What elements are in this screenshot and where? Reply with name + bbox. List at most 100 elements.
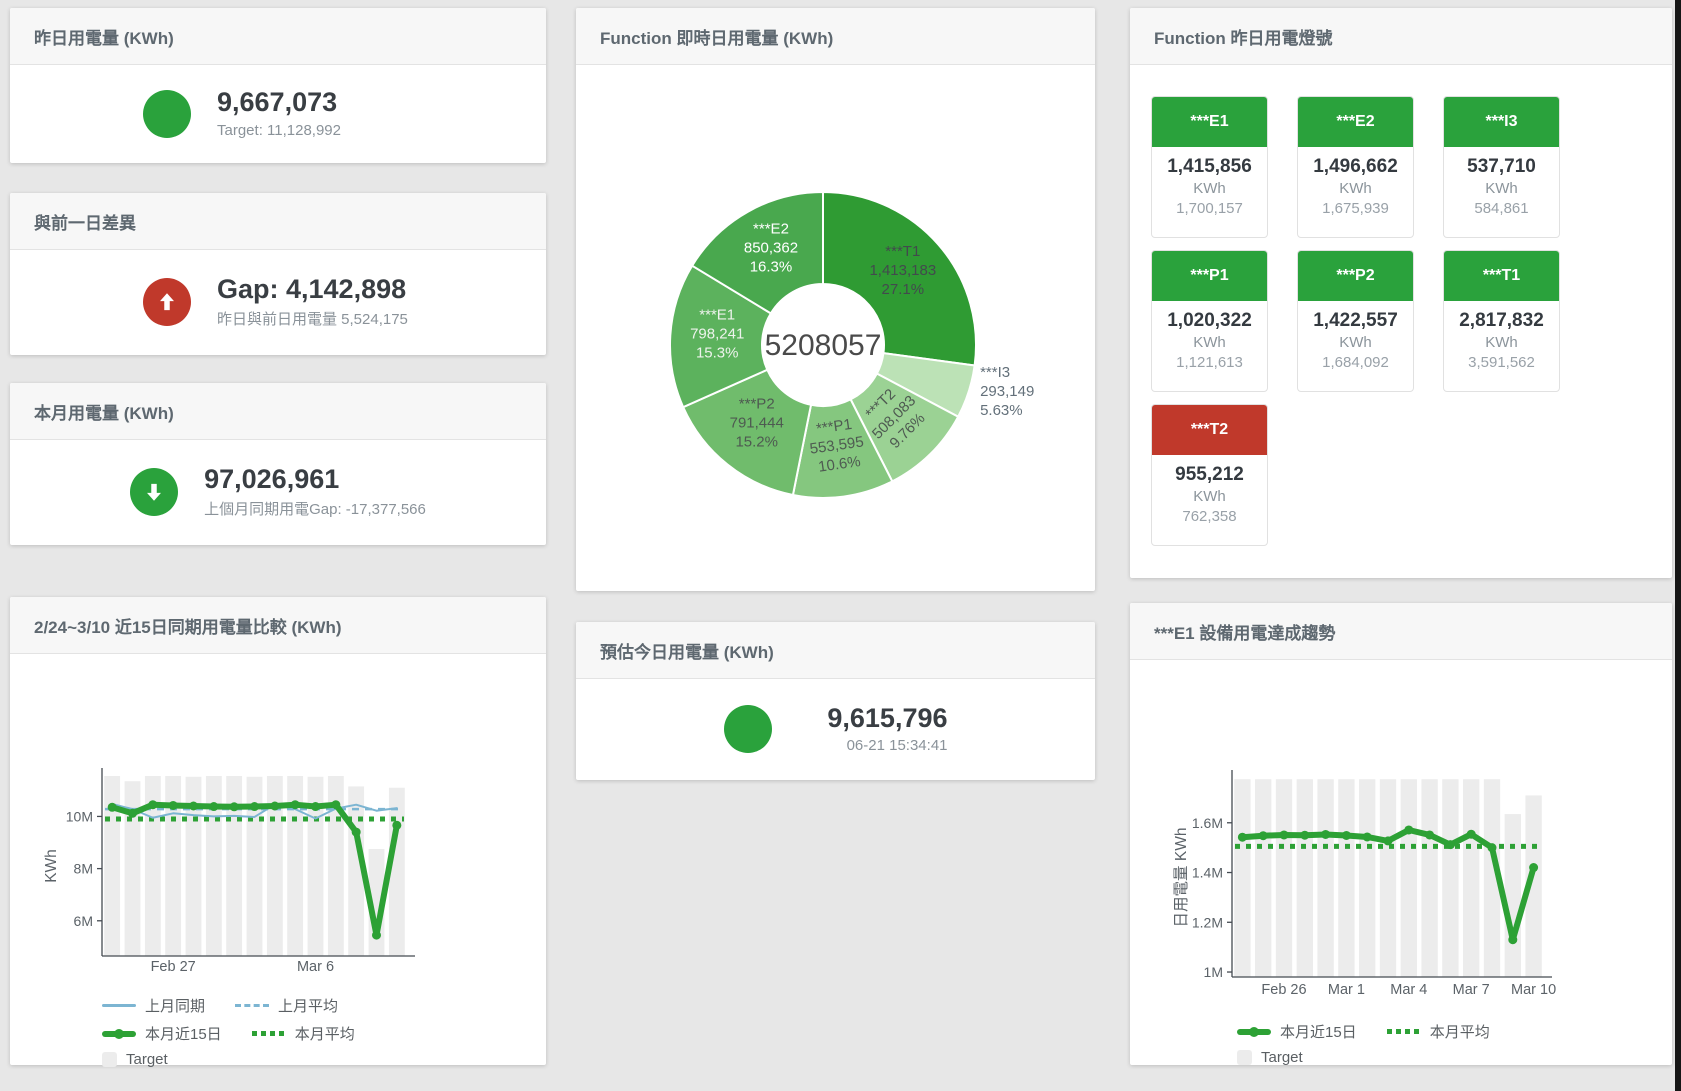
series-point[interactable]: [250, 802, 259, 812]
series-point[interactable]: [229, 802, 239, 812]
card-title-donut: Function 即時日用電量 (KWh): [576, 8, 1095, 65]
legend-label: 本月近15日: [145, 1026, 222, 1043]
device-tile-status-header: ***P2: [1298, 251, 1413, 301]
target-bar: [165, 776, 182, 956]
target-bar: [1317, 779, 1334, 977]
month-usage-value: 97,026,961: [204, 463, 340, 494]
series-point[interactable]: [1237, 832, 1247, 842]
series-point[interactable]: [1487, 843, 1497, 853]
day-gap-value: Gap: 4,142,898: [217, 273, 407, 304]
target-bar: [185, 776, 202, 956]
target-bar: [307, 776, 324, 956]
legend-item[interactable]: 本月近15日: [1237, 1021, 1357, 1042]
series-point[interactable]: [1300, 830, 1310, 840]
series-point[interactable]: [107, 802, 117, 812]
legend-label: 本月平均: [1429, 1024, 1490, 1041]
legend-item[interactable]: 上月平均: [235, 995, 338, 1016]
series-point[interactable]: [392, 820, 402, 830]
series-point[interactable]: [128, 808, 137, 818]
card-month-usage: 本月用電量 (KWh) 97,026,961 上個月同期用電Gap: -17,3…: [10, 383, 546, 545]
e1-trend-legend: 本月近15日 本月平均 Target: [1130, 1021, 1672, 1066]
target-bar: [1234, 779, 1251, 977]
series-point[interactable]: [331, 800, 341, 810]
series-point[interactable]: [1466, 829, 1476, 839]
series-point[interactable]: [189, 801, 198, 811]
legend-label: 本月平均: [294, 1026, 355, 1043]
target-bar: [1483, 779, 1501, 977]
target-bar: [124, 781, 141, 956]
device-tile-unit: KWh: [1193, 488, 1226, 505]
series-point[interactable]: [1425, 830, 1435, 840]
legend-item[interactable]: Target: [102, 1051, 168, 1068]
legend-item[interactable]: 本月平均: [1386, 1021, 1490, 1042]
donut-slice-T1[interactable]: [822, 190, 977, 367]
device-tile: ***P2 1,422,557 KWh 1,684,092: [1297, 250, 1414, 392]
series-point[interactable]: [148, 800, 158, 810]
series-point[interactable]: [1321, 829, 1331, 839]
series-point[interactable]: [1341, 830, 1351, 840]
series-point[interactable]: [1445, 840, 1455, 850]
target-bar: [1338, 779, 1355, 977]
device-tile-target: 1,684,092: [1322, 354, 1389, 371]
legend-swatch-icon: [251, 1031, 286, 1036]
series-point[interactable]: [1404, 825, 1414, 835]
legend-item[interactable]: 上月同期: [102, 995, 205, 1016]
series-point[interactable]: [311, 802, 320, 812]
legend-item[interactable]: 本月近15日: [102, 1023, 222, 1044]
donut-slice-P2[interactable]: [681, 368, 813, 497]
device-tile-unit: KWh: [1485, 334, 1518, 351]
device-tile: ***P1 1,020,322 KWh 1,121,613: [1151, 250, 1268, 392]
series-point[interactable]: [290, 800, 300, 810]
series-point[interactable]: [1362, 832, 1372, 842]
target-bar: [1296, 779, 1313, 977]
series-point[interactable]: [1383, 836, 1393, 846]
legend-swatch-icon: [235, 1004, 270, 1007]
series-point[interactable]: [1508, 935, 1518, 945]
card-day-gap: 與前一日差異 Gap: 4,142,898 昨日與前日用電量 5,524,175: [10, 193, 546, 355]
target-bar: [1275, 779, 1293, 977]
legend-swatch-icon: [102, 1028, 136, 1039]
status-circle-icon: [723, 705, 772, 753]
legend-label: 上月平均: [278, 998, 339, 1015]
legend-swatch-icon: [102, 1004, 136, 1007]
legend-swatch-icon: [1237, 1050, 1252, 1065]
y-tick-label: 1.2M: [1192, 914, 1223, 930]
device-tile: ***E2 1,496,662 KWh 1,675,939: [1297, 96, 1414, 238]
status-circle-icon: [143, 89, 191, 138]
y-axis-label: 日用電量 KWh: [1173, 828, 1190, 928]
device-tile: ***I3 537,710 KWh 584,861: [1443, 96, 1560, 238]
series-point[interactable]: [168, 800, 178, 810]
device-tile-unit: KWh: [1193, 180, 1226, 197]
card-title-month: 本月用電量 (KWh): [10, 383, 546, 440]
target-bar: [287, 776, 304, 956]
device-tile-target: 1,675,939: [1322, 200, 1389, 217]
series-point[interactable]: [209, 802, 219, 812]
series-point[interactable]: [1258, 831, 1268, 841]
device-tile-value: 1,496,662: [1313, 156, 1398, 177]
series-point[interactable]: [1529, 863, 1539, 873]
vertical-scrollbar[interactable]: [1675, 0, 1681, 1091]
device-tile: ***T1 2,817,832 KWh 3,591,562: [1443, 250, 1560, 392]
y-tick-label: 1.4M: [1192, 865, 1223, 881]
compare-chart-canvas[interactable]: 6M 8M 10M Feb 27 Mar 6 KWh: [10, 654, 546, 976]
device-tile-status-header: ***I3: [1444, 97, 1559, 147]
legend-item[interactable]: 本月平均: [251, 1023, 355, 1044]
series-point[interactable]: [351, 827, 361, 837]
x-tick-label: Feb 27: [151, 959, 196, 975]
series-point[interactable]: [1279, 830, 1289, 840]
realtime-donut-canvas[interactable]: ***T1 1,413,183 27.1%***I3 293,149 5.63%***T…: [576, 65, 1095, 591]
e1-trend-canvas[interactable]: 1M 1.2M 1.4M 1.6M Feb 26 Mar 1 Mar 4 Mar 7 Mar 1…: [1130, 660, 1672, 1002]
series-point[interactable]: [372, 930, 381, 940]
device-tile-status-header: ***T1: [1444, 251, 1559, 301]
legend-item[interactable]: Target: [1237, 1049, 1303, 1066]
device-tile: ***E1 1,415,856 KWh 1,700,157: [1151, 96, 1268, 238]
donut-slice-E1[interactable]: [669, 264, 773, 409]
card-title-trend: ***E1 設備用電達成趨勢: [1130, 603, 1672, 660]
donut-slice-label: ***E1 798,241 15.3%: [690, 306, 744, 361]
target-bar: [1255, 779, 1272, 977]
donut-slice-label: ***I3 293,149 5.63%: [980, 364, 1034, 419]
device-tile-value: 955,212: [1175, 464, 1244, 485]
series-point[interactable]: [270, 801, 280, 811]
donut-slice-E2[interactable]: [690, 190, 824, 315]
device-tile-unit: KWh: [1485, 180, 1518, 197]
